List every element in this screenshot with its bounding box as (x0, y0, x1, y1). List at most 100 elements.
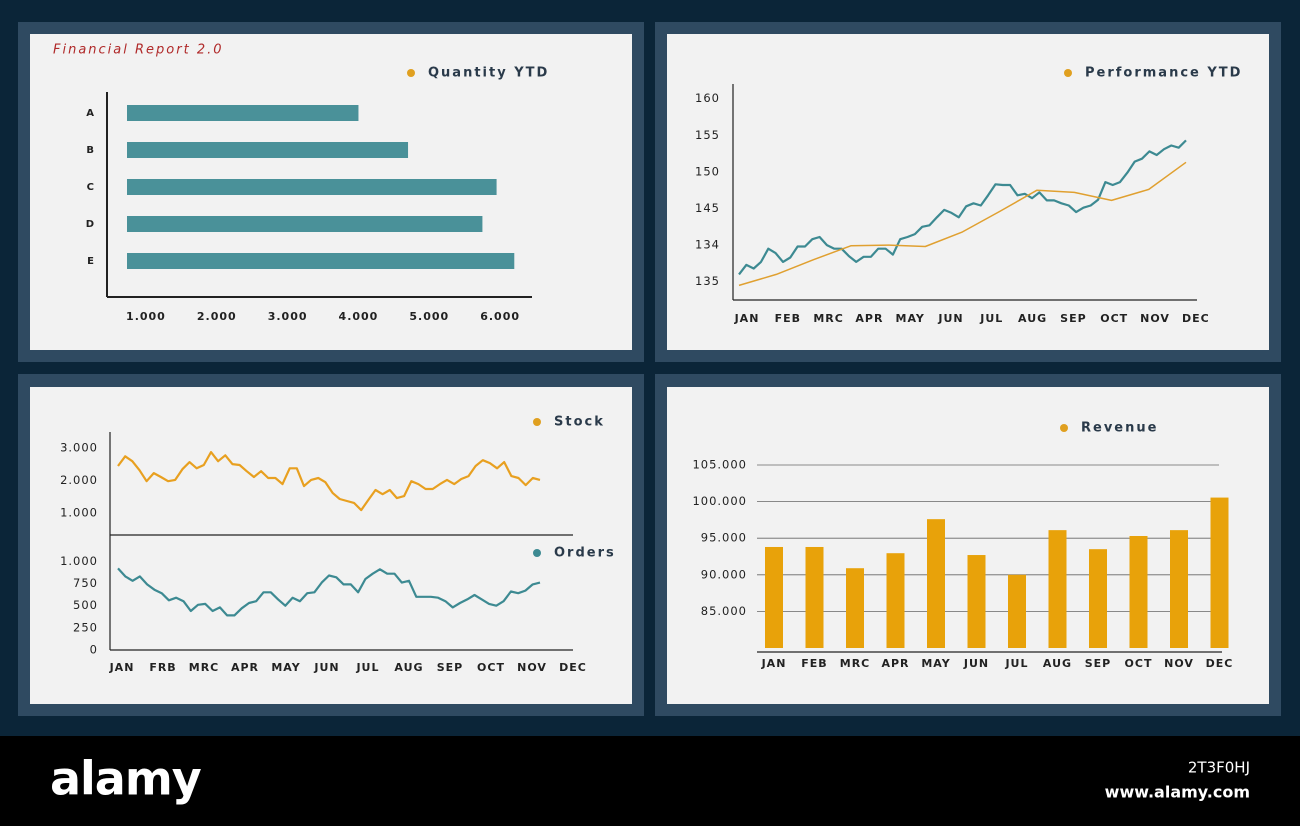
legend-marker (1064, 69, 1072, 77)
x-tick-label: APR (231, 661, 259, 674)
x-tick-label: SEP (437, 661, 464, 674)
bar (846, 568, 864, 648)
x-tick-label: MRC (840, 657, 871, 670)
x-tick-label: DEC (559, 661, 587, 674)
x-tick-label: MAY (921, 657, 950, 670)
x-tick-label: 2.000 (197, 310, 237, 323)
bar (127, 179, 497, 195)
y-tick-label: C (87, 182, 95, 193)
x-tick-label: NOV (1164, 657, 1194, 670)
x-tick-label: MRC (189, 661, 220, 674)
x-tick-label: SEP (1060, 312, 1087, 325)
x-tick-label: JAN (109, 661, 135, 674)
y-tick-label: 135 (695, 274, 720, 288)
bar (127, 216, 483, 232)
x-tick-label: FRB (149, 661, 176, 674)
x-tick-label: JUN (963, 657, 989, 670)
y-tick-label: 105.000 (692, 458, 747, 472)
line-series (117, 451, 541, 512)
bar (765, 546, 783, 648)
bar (805, 546, 824, 648)
y-tick-label: 95.000 (701, 531, 747, 545)
x-tick-label: 3.000 (268, 310, 308, 323)
x-tick-label: APR (855, 312, 883, 325)
y-tick-label: 90.000 (701, 567, 747, 581)
x-tick-label: JUN (937, 312, 963, 325)
y-tick-label: 1.000 (60, 505, 98, 519)
bar (1129, 536, 1148, 648)
x-tick-label: NOV (517, 661, 547, 674)
x-tick-label: JAN (761, 657, 787, 670)
x-tick-label: APR (881, 657, 909, 670)
x-tick-label: FEB (775, 312, 801, 325)
panel (667, 34, 1269, 350)
legend-label: Stock (554, 415, 605, 430)
x-tick-label: OCT (1100, 312, 1128, 325)
bar (127, 105, 359, 121)
x-tick-label: DEC (1206, 657, 1234, 670)
bar (886, 553, 905, 648)
x-tick-label: MAY (896, 312, 925, 325)
footer-bar (0, 736, 1300, 826)
y-tick-label: 750 (73, 576, 98, 590)
bar (127, 142, 409, 158)
y-tick-label: 85.000 (701, 604, 747, 618)
line-series (117, 567, 541, 617)
panel (667, 387, 1269, 704)
line-series (738, 139, 1187, 276)
bar (1008, 574, 1026, 648)
bar (1210, 497, 1229, 648)
legend-label: Orders (554, 546, 616, 561)
legend-marker (533, 549, 541, 557)
y-tick-label: E (87, 256, 95, 267)
bar (1048, 530, 1067, 648)
y-tick-label: 2.000 (60, 473, 98, 487)
x-tick-label: SEP (1085, 657, 1112, 670)
x-tick-label: FEB (801, 657, 827, 670)
x-tick-label: 6.000 (480, 310, 520, 323)
y-tick-label: 1.000 (60, 554, 98, 568)
x-tick-label: 4.000 (339, 310, 379, 323)
y-tick-label: D (86, 219, 95, 230)
footer-brand: alamy (50, 752, 202, 806)
x-tick-label: JUL (355, 661, 379, 674)
bar (127, 253, 515, 269)
legend-label: Revenue (1081, 421, 1158, 436)
y-tick-label: A (86, 108, 95, 119)
footer-url: www.alamy.com (1105, 783, 1250, 802)
y-tick-label: 145 (695, 201, 720, 215)
y-tick-label: 150 (695, 164, 720, 178)
x-tick-label: NOV (1140, 312, 1170, 325)
x-tick-label: MRC (813, 312, 844, 325)
legend-label: Performance YTD (1085, 66, 1242, 81)
line-series (738, 161, 1187, 287)
x-tick-label: JUL (979, 312, 1003, 325)
x-tick-label: OCT (1125, 657, 1153, 670)
x-tick-label: JAN (734, 312, 760, 325)
chart-title: Financial Report 2.0 (53, 43, 224, 58)
x-tick-label: OCT (477, 661, 505, 674)
y-tick-label: 250 (73, 620, 98, 634)
y-tick-label: 0 (90, 643, 98, 657)
bar (1089, 549, 1107, 648)
legend-marker (407, 69, 415, 77)
footer-id: 2T3F0HJ (1188, 759, 1250, 777)
x-tick-label: 1.000 (126, 310, 166, 323)
y-tick-label: 3.000 (60, 441, 98, 455)
bar (1170, 530, 1188, 648)
x-tick-label: AUG (1043, 657, 1072, 670)
panel (30, 387, 632, 704)
legend-label: Quantity YTD (428, 66, 549, 81)
x-tick-label: DEC (1182, 312, 1210, 325)
x-tick-label: JUL (1004, 657, 1028, 670)
legend-marker (533, 418, 541, 426)
y-tick-label: 160 (695, 91, 720, 105)
y-tick-label: B (86, 145, 95, 156)
x-tick-label: MAY (271, 661, 300, 674)
x-tick-label: JUN (313, 661, 339, 674)
y-tick-label: 100.000 (692, 494, 747, 508)
x-tick-label: AUG (394, 661, 423, 674)
x-tick-label: AUG (1018, 312, 1047, 325)
bar (967, 555, 986, 648)
